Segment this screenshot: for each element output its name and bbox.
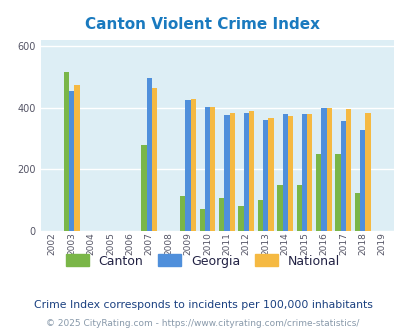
Bar — [199, 210, 205, 231]
Bar — [315, 154, 320, 231]
Bar — [210, 107, 215, 231]
Bar — [146, 78, 151, 231]
Bar — [296, 185, 301, 231]
Bar — [320, 108, 326, 231]
Bar — [219, 198, 224, 231]
Bar — [277, 185, 282, 231]
Bar — [345, 109, 350, 231]
Bar — [282, 114, 287, 231]
Bar — [205, 107, 210, 231]
Bar — [354, 193, 359, 231]
Bar — [180, 196, 185, 231]
Bar — [64, 72, 69, 231]
Bar — [262, 120, 268, 231]
Bar — [151, 88, 157, 231]
Bar — [69, 90, 74, 231]
Legend: Canton, Georgia, National: Canton, Georgia, National — [61, 249, 344, 273]
Bar — [243, 113, 248, 231]
Bar — [326, 108, 331, 231]
Bar — [190, 99, 196, 231]
Bar — [335, 154, 340, 231]
Bar — [287, 116, 292, 231]
Bar — [301, 114, 307, 231]
Bar — [238, 206, 243, 231]
Bar — [364, 113, 370, 231]
Bar — [359, 130, 364, 231]
Bar — [74, 85, 79, 231]
Text: © 2025 CityRating.com - https://www.cityrating.com/crime-statistics/: © 2025 CityRating.com - https://www.city… — [46, 319, 359, 328]
Bar — [229, 113, 234, 231]
Bar — [141, 145, 146, 231]
Text: Canton Violent Crime Index: Canton Violent Crime Index — [85, 17, 320, 32]
Bar — [185, 100, 190, 231]
Bar — [224, 115, 229, 231]
Bar — [340, 121, 345, 231]
Text: Crime Index corresponds to incidents per 100,000 inhabitants: Crime Index corresponds to incidents per… — [34, 300, 371, 310]
Bar — [257, 200, 262, 231]
Bar — [268, 118, 273, 231]
Bar — [248, 111, 254, 231]
Bar — [307, 114, 311, 231]
